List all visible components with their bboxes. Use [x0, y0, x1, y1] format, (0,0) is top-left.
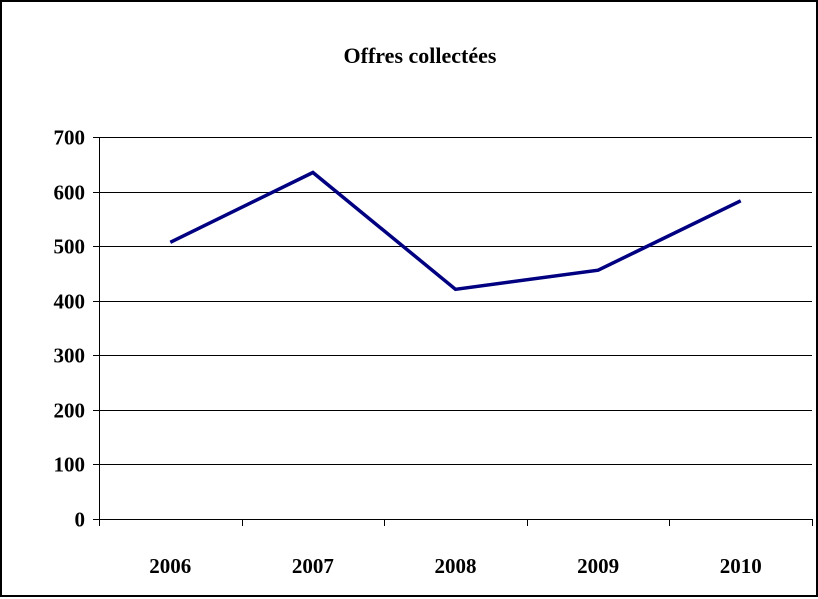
- y-tick-label: 500: [54, 235, 86, 259]
- y-tick-label: 0: [75, 508, 86, 532]
- y-tick-label: 300: [54, 344, 86, 368]
- y-tick-label: 700: [54, 126, 86, 150]
- axes: [93, 137, 813, 526]
- y-tick-labels: 0 100 200 300 400 500 600 700: [54, 126, 86, 532]
- x-tick-label: 2009: [577, 554, 619, 578]
- series-layer: [170, 172, 741, 289]
- y-tick-label: 200: [54, 399, 86, 423]
- series-line: [170, 173, 740, 290]
- x-tick-label: 2008: [435, 554, 477, 578]
- chart-title: Offres collectées: [344, 43, 497, 68]
- gridlines: [99, 138, 812, 465]
- y-tick-label: 600: [54, 181, 86, 205]
- x-tick-label: 2007: [292, 554, 334, 578]
- x-tick-label: 2006: [149, 554, 191, 578]
- y-tick-label: 400: [54, 290, 86, 314]
- x-tick-label: 2010: [720, 554, 762, 578]
- x-tick-labels: 2006 2007 2008 2009 2010: [149, 554, 761, 578]
- y-tick-label: 100: [54, 453, 86, 477]
